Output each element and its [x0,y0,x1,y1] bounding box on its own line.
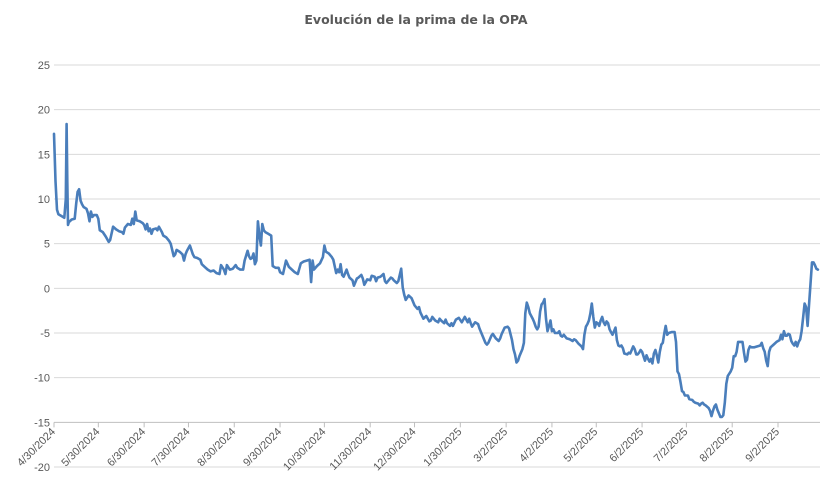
y-tick-label: 0 [44,283,50,295]
chart-title: Evolución de la prima de la OPA [304,12,528,27]
y-tick-label: 15 [38,149,50,161]
y-tick-label: 20 [38,105,50,117]
series-line [52,122,820,419]
x-axis [53,421,820,428]
y-tick-label: -5 [40,328,50,340]
series-group [52,122,820,419]
y-tick-label: -20 [34,462,50,474]
y-axis-tick-labels: 25 20 15 10 5 0 -5 -10 -15 -20 [34,60,50,474]
y-tick-label: 25 [38,60,50,72]
y-tick-label: 5 [44,239,50,251]
y-tick-label: -15 [34,417,50,429]
y-tick-label: -10 [34,373,50,385]
gridlines [54,64,820,468]
y-tick-label: 10 [38,194,50,206]
